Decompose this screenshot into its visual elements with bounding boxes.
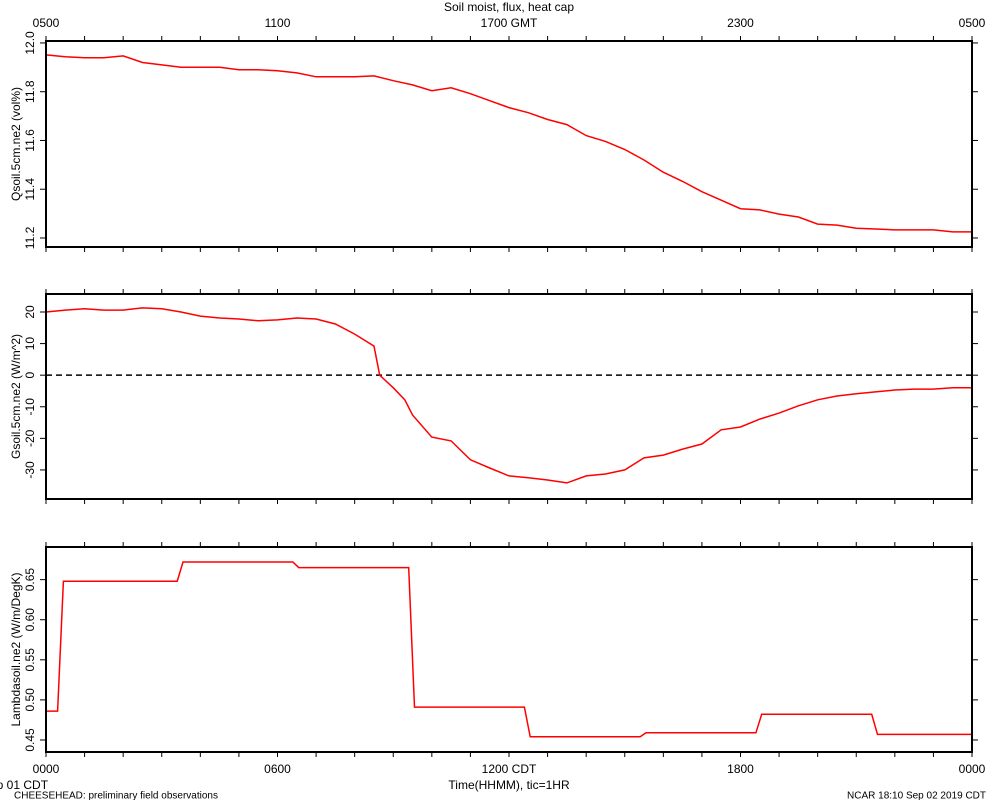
date-label: 2019 Sep 01 CDT (0, 778, 49, 792)
y-tick-label: 10 (23, 337, 37, 351)
y-tick-label: 0.65 (23, 568, 37, 592)
x-tick-label: 1200 CDT (482, 762, 537, 776)
x-axis-label: Time(HHMM), tic=1HR (448, 778, 570, 792)
x-tick-label: 0000 (33, 762, 60, 776)
plot-frame (45, 40, 973, 248)
project-label: CHEESEHEAD: preliminary field observatio… (14, 791, 218, 800)
y-axis-label: Qsoil.5cm.ne2 (vol%) (9, 87, 23, 201)
y-tick-label: -30 (23, 461, 37, 479)
data-line (45, 307, 972, 484)
x2-tick-label: 0500 (33, 16, 60, 30)
x-tick-label: 1800 (727, 762, 754, 776)
x-tick-label: 0600 (264, 762, 291, 776)
y-tick-label: 0.50 (23, 688, 37, 712)
y-axis-label: Gsoil.5cm.ne2 (W/m^2) (9, 334, 23, 459)
data-line (46, 561, 972, 738)
plot-frame (45, 293, 973, 500)
y-tick-label: -20 (23, 429, 37, 447)
x2-tick-label: 0500 (959, 16, 986, 30)
stamp-label: NCAR 18:10 Sep 02 2019 CDT (847, 791, 986, 800)
y-tick-label: -10 (23, 398, 37, 416)
x2-tick-label: 1700 GMT (481, 16, 538, 30)
y-tick-label: 0.45 (23, 728, 37, 752)
data-line (45, 54, 972, 233)
y-tick-label: 0.60 (23, 608, 37, 632)
y-tick-label: 11.8 (23, 80, 37, 103)
x-tick-label: 0000 (959, 762, 986, 776)
y-axis-label: Lambdasoil.ne2 (W/m/DegK) (9, 572, 23, 726)
y-tick-label: 0.55 (23, 648, 37, 672)
x2-tick-label: 1100 (265, 16, 291, 30)
plot-frame (45, 546, 973, 753)
y-tick-label: 11.4 (23, 178, 37, 201)
x2-tick-label: 2300 (727, 16, 754, 30)
y-tick-label: 11.2 (23, 226, 37, 249)
y-tick-label: 11.6 (23, 129, 37, 152)
y-tick-label: 12.0 (23, 31, 37, 55)
y-tick-label: 20 (23, 305, 37, 319)
chart-title: Soil moist, flux, heat cap (444, 0, 574, 14)
y-tick-label: 0 (23, 372, 37, 379)
